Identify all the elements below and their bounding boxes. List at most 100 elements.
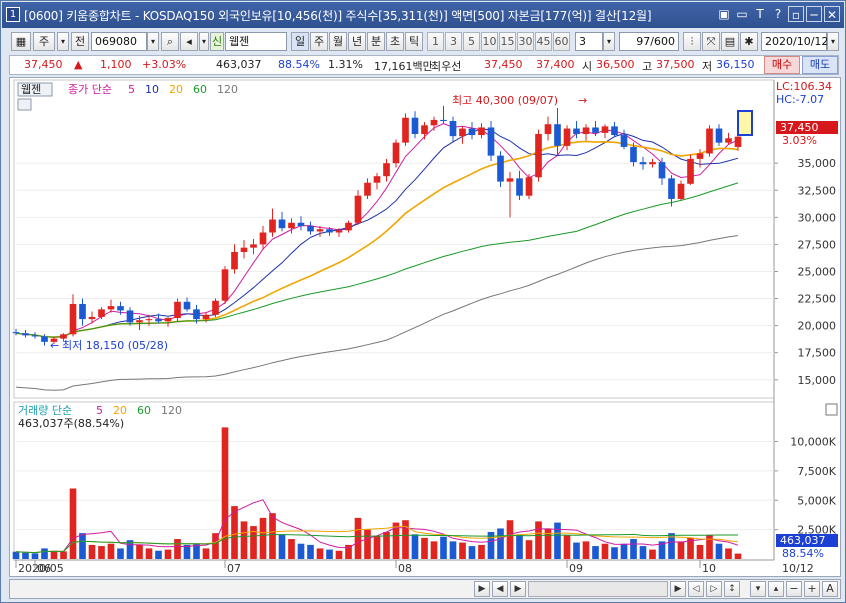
minimize-button[interactable]: ▫ — [788, 6, 804, 22]
period-minute[interactable]: 분 — [367, 32, 385, 51]
candle-body — [164, 318, 172, 322]
candle-body — [250, 244, 257, 248]
date-dropdown-icon[interactable]: ▾ — [827, 32, 839, 51]
interval-1[interactable]: 1 — [427, 32, 444, 51]
candlestick-chart[interactable]: 웹젠 종가 단순 5 10 20 60 120 LC:106.34 HC:-7.07 최… — [10, 78, 842, 578]
link-icon[interactable]: ▣ — [718, 7, 730, 21]
bid-price: 37,400 — [536, 58, 575, 71]
code-dropdown-icon[interactable]: ▾ — [147, 32, 159, 51]
candle-settings-icon[interactable]: ⫶ — [683, 32, 701, 51]
plus-icon[interactable]: + — [804, 581, 820, 597]
gear-icon[interactable]: ✱ — [740, 32, 758, 51]
stock-code-input[interactable]: 069080 — [91, 32, 147, 51]
low-price: 36,150 — [716, 58, 755, 71]
data-count-field[interactable]: 97/600 — [619, 32, 679, 51]
date-input[interactable]: 2020/10/12 — [761, 32, 828, 51]
market-select[interactable]: 주 — [33, 32, 55, 51]
expand-icon[interactable]: ▴ — [768, 581, 784, 597]
period-second[interactable]: 초 — [386, 32, 404, 51]
zoom-in-icon[interactable]: ▷ — [706, 581, 722, 597]
open-label: 시 — [582, 60, 593, 73]
speaker-dropdown-icon[interactable]: ▾ — [199, 32, 209, 51]
stock-tab[interactable] — [17, 82, 53, 97]
volume-bar — [12, 551, 20, 559]
period-weekly[interactable]: 주 — [310, 32, 328, 51]
candle-body — [316, 229, 324, 232]
price-tick-label: 30,000 — [798, 211, 837, 224]
volume-bar — [174, 539, 181, 559]
volume-legend-item: 20 — [113, 404, 127, 417]
zoom-out-icon[interactable]: ◁ — [688, 581, 704, 597]
candle-body — [126, 310, 134, 323]
speaker-icon[interactable]: ◂ — [180, 32, 198, 51]
candle-body — [687, 158, 694, 184]
interval-30[interactable]: 30 — [517, 32, 534, 51]
buy-button[interactable]: 매수 — [764, 56, 800, 74]
x-axis-label: 09 — [569, 562, 583, 575]
candle-body — [525, 177, 533, 196]
search-icon[interactable]: ⌕ — [161, 32, 179, 51]
price-legend: 5 10 20 60 120 — [128, 83, 238, 96]
auto-scale-icon[interactable]: A — [822, 581, 838, 597]
window-title: [0600] 키움종합차트 - KOSDAQ150 외국인보유[10,456(천… — [24, 9, 652, 23]
candle-body — [155, 319, 162, 322]
turnover-ratio: 1.31% — [328, 58, 363, 71]
price-tick-label: 20,000 — [798, 320, 837, 333]
save-icon[interactable]: ▤ — [721, 32, 739, 51]
volume-bar — [240, 521, 248, 559]
price-bar: 37,450 ▲ 1,100 +3.03% 463,037 88.54% 1.3… — [9, 55, 839, 75]
close-button[interactable]: ✕ — [824, 6, 840, 22]
period-daily[interactable]: 일 — [291, 32, 309, 51]
volume-moving-averages — [15, 499, 739, 554]
selected-candle-highlight[interactable] — [737, 110, 753, 136]
low-label: 저 — [702, 60, 713, 73]
scroll-track[interactable] — [528, 581, 668, 597]
help-icon[interactable]: ? — [774, 7, 782, 21]
reduce-icon[interactable]: ▾ — [750, 581, 766, 597]
volume-tick-label: 5,000K — [797, 494, 836, 507]
period-tick[interactable]: 틱 — [405, 32, 423, 51]
window-controls: ▣ ▭ T ? ▫ ─ ✕ — [716, 6, 840, 22]
interval-10[interactable]: 10 — [481, 32, 498, 51]
scroll-start-icon[interactable]: ▶ — [474, 581, 490, 597]
candle-body — [183, 301, 191, 310]
scroll-left-icon[interactable]: ◀ — [492, 581, 508, 597]
maximize-button[interactable]: ─ — [806, 6, 822, 22]
interval-45[interactable]: 45 — [535, 32, 552, 51]
all-button[interactable]: 전 — [71, 32, 89, 51]
volume-bar — [202, 548, 210, 559]
layout-icon[interactable]: ▦ — [11, 32, 31, 51]
sell-button[interactable]: 매도 — [802, 56, 838, 74]
ma-60-line — [15, 182, 739, 338]
scroll-right-icon[interactable]: ▶ — [510, 581, 526, 597]
interval-15[interactable]: 15 — [499, 32, 516, 51]
volume-bar — [335, 550, 343, 559]
chevron-down-icon[interactable]: ▾ — [57, 32, 69, 51]
period-monthly[interactable]: 월 — [329, 32, 347, 51]
volume-bar — [145, 548, 153, 559]
volume-bar — [430, 541, 438, 559]
interval-5[interactable]: 5 — [463, 32, 480, 51]
font-icon[interactable]: T — [756, 7, 764, 21]
interval-select[interactable]: 3 — [575, 32, 603, 51]
panel-close-icon[interactable] — [825, 403, 838, 416]
volume-bar — [459, 542, 466, 559]
current-volume-pct-tag: 88.54% — [782, 547, 824, 560]
candle-body — [354, 195, 362, 223]
grid-toggle-icon[interactable] — [17, 98, 32, 111]
interval-60[interactable]: 60 — [553, 32, 570, 51]
candle-body — [535, 133, 542, 178]
period-yearly[interactable]: 년 — [348, 32, 366, 51]
min-price-arrow-icon: ← — [50, 339, 59, 352]
high-label: 고 — [642, 60, 653, 73]
minus-icon[interactable]: − — [786, 581, 802, 597]
scroll-page-icon[interactable]: ↕ — [724, 581, 740, 597]
scroll-end-icon[interactable]: ▶ — [670, 581, 686, 597]
interval-dropdown-icon[interactable]: ▾ — [603, 32, 615, 51]
restore-icon[interactable]: ▭ — [736, 7, 748, 21]
chart-area[interactable]: 웹젠 종가 단순 5 10 20 60 120 LC:106.34 HC:-7.07 최… — [9, 77, 841, 577]
draw-tool-icon[interactable]: ⤧ — [702, 32, 720, 51]
current-price: 37,450 — [24, 58, 63, 71]
interval-3[interactable]: 3 — [445, 32, 462, 51]
current-price-marker — [776, 121, 838, 134]
